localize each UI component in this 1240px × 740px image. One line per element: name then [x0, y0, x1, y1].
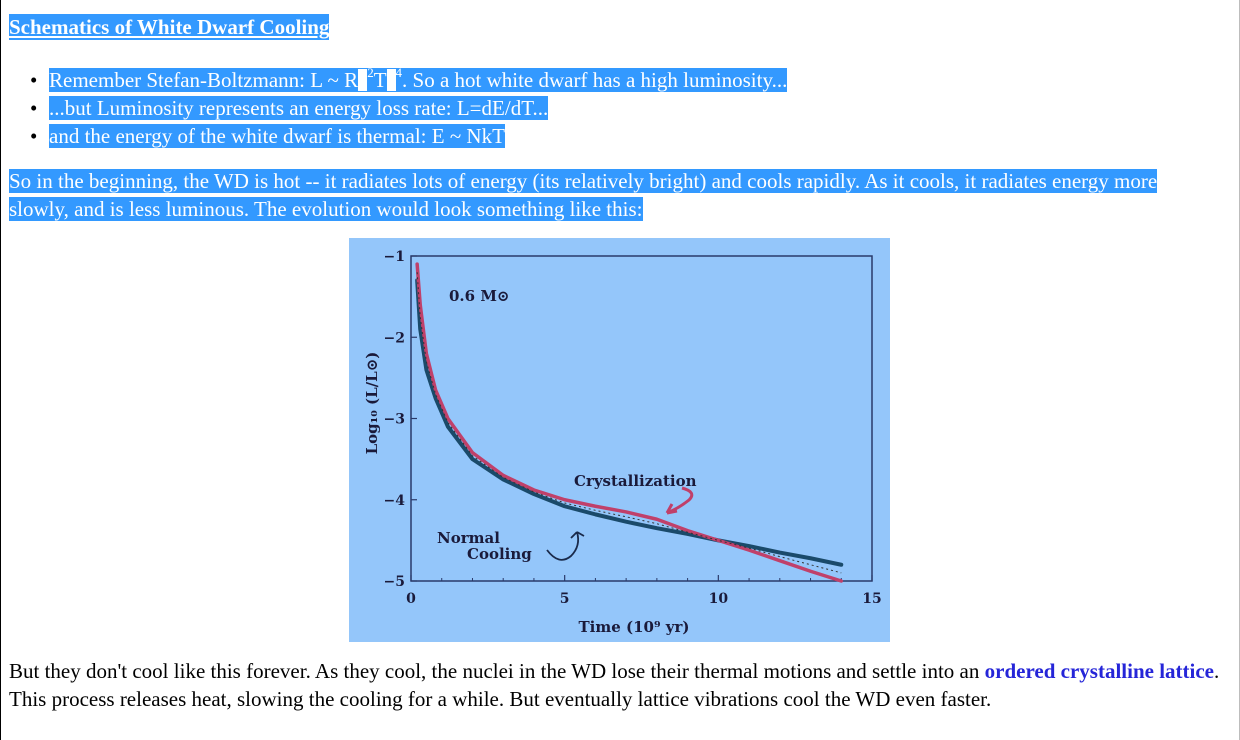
normal-cooling-arrow-icon [546, 531, 580, 561]
y-tick-label: −1 [384, 249, 405, 265]
normal-cooling-label: Cooling [467, 545, 532, 563]
list-item: • Remember Stefan-Boltzmann: L ~ R 2T 4. S… [0, 65, 788, 94]
bullet-icon: • [30, 68, 38, 92]
crystalline-lattice-link[interactable]: ordered crystalline lattice [984, 659, 1214, 683]
bullet-text: ...but Luminosity represents an energy l… [49, 96, 549, 120]
mass-label: 0.6 M⊙ [449, 287, 510, 305]
x-tick-label: 15 [862, 591, 881, 607]
intro-paragraph: So in the beginning, the WD is hot -- it… [9, 169, 1158, 221]
y-tick-label: −5 [384, 574, 405, 590]
left-border [0, 0, 1, 740]
arrowhead-icon [665, 503, 678, 515]
bullet-text: Remember Stefan-Boltzmann: L ~ R 2T 4. So … [49, 65, 788, 92]
y-tick-label: −3 [384, 412, 405, 428]
cooling-figure: 0 5 10 15 −1 −2 −3 −4 −5 0.6 M⊙ Crystallization No… [349, 238, 890, 642]
series-line [415, 262, 844, 583]
list-item: • and the energy of the white dwarf is t… [0, 122, 787, 150]
bullet-icon: • [30, 96, 38, 120]
closing-paragraph: But they don't cool like this forever. A… [9, 659, 1220, 711]
x-tick-label: 10 [709, 591, 729, 607]
x-tick-label: 0 [406, 591, 416, 607]
series-line [415, 278, 844, 567]
arrowhead-icon [570, 531, 585, 539]
y-axis-label: Log₁₀ (L/L⊙) [363, 352, 381, 455]
bullet-text: and the energy of the white dwarf is the… [49, 124, 505, 148]
reference-line [416, 272, 842, 574]
y-tick-label: −2 [384, 330, 405, 346]
list-item: • ...but Luminosity represents an energy… [0, 94, 787, 122]
crystallization-arrow-icon [666, 486, 694, 515]
x-tick-label: 5 [560, 591, 570, 607]
normal-cooling-label: Normal [437, 529, 500, 547]
page-title: Schematics of White Dwarf Cooling [9, 14, 330, 40]
cooling-chart: 0 5 10 15 −1 −2 −3 −4 −5 0.6 M⊙ Crystallization No… [363, 249, 882, 636]
y-tick-label: −4 [384, 493, 406, 509]
x-axis-label: Time (10⁹ yr) [579, 618, 690, 636]
bullet-icon: • [30, 124, 38, 148]
crystallization-label: Crystallization [574, 472, 697, 490]
bullet-list: • Remember Stefan-Boltzmann: L ~ R 2T 4. S… [0, 65, 788, 150]
